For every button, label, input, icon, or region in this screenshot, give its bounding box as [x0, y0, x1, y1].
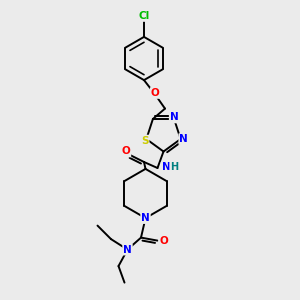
Text: N: N [123, 244, 132, 255]
Text: H: H [170, 162, 178, 172]
Text: N: N [170, 112, 178, 122]
Text: O: O [151, 88, 160, 98]
Text: N: N [141, 213, 150, 223]
Text: Cl: Cl [138, 11, 150, 21]
Text: N: N [179, 134, 188, 144]
Text: S: S [141, 136, 148, 146]
Text: N: N [161, 162, 170, 172]
Text: O: O [122, 146, 130, 157]
Text: O: O [159, 236, 168, 246]
